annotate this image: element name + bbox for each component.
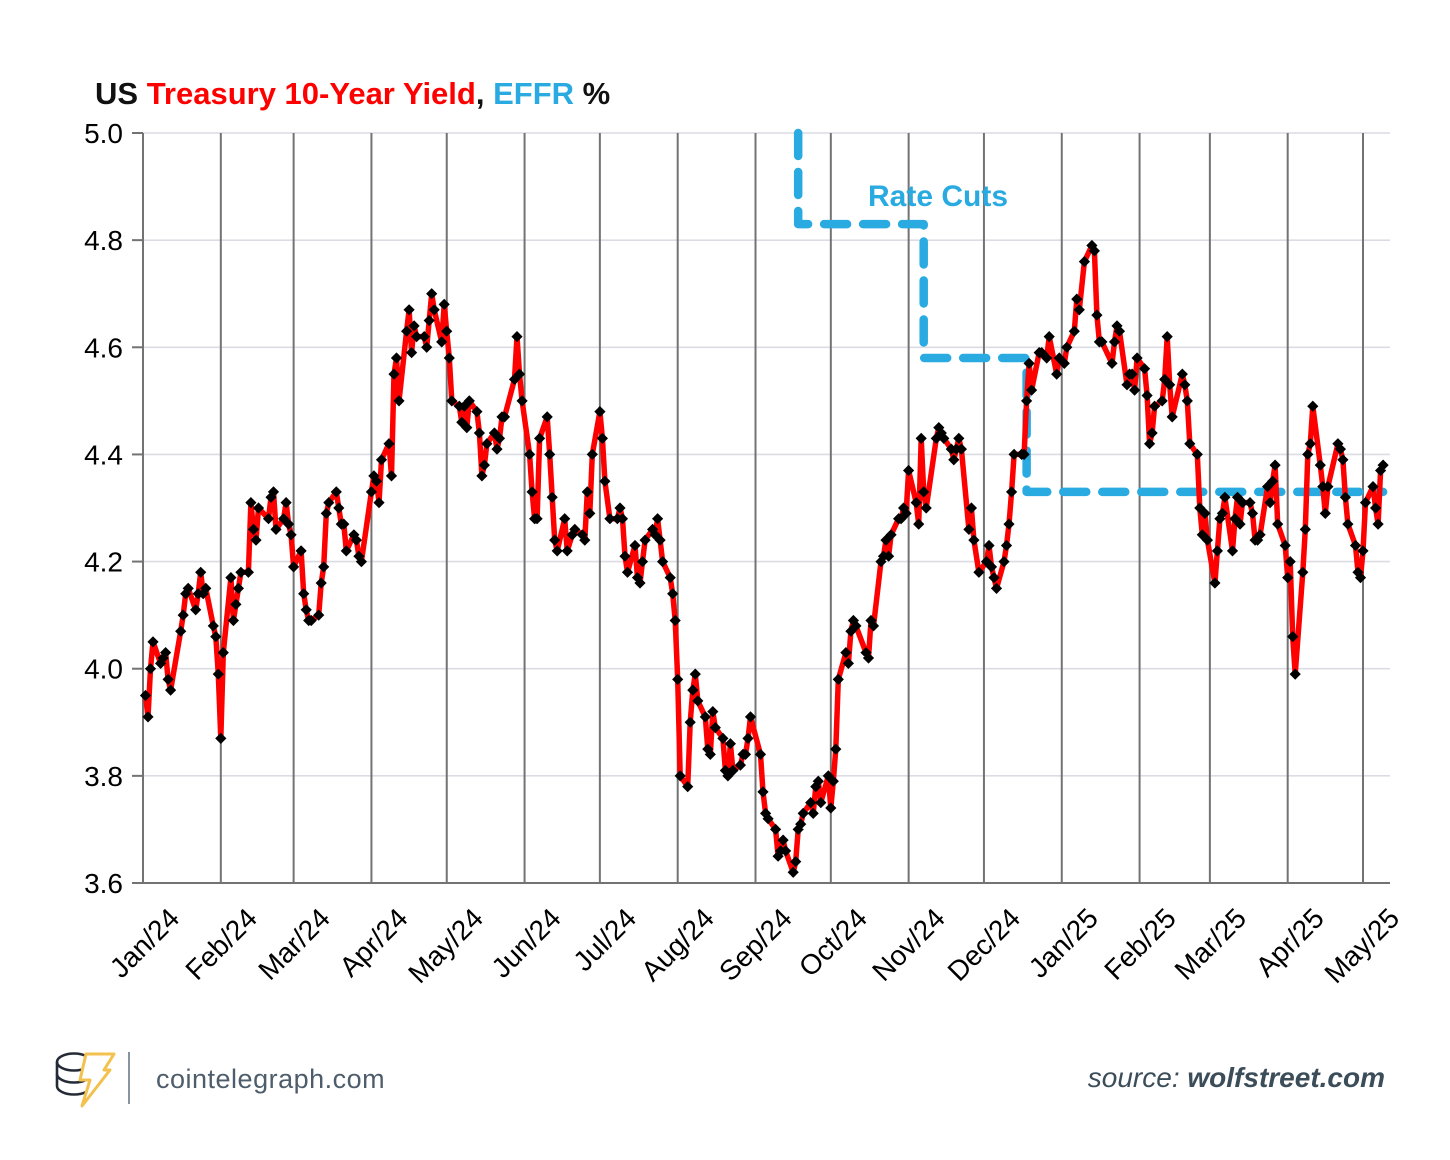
- x-tick-label: Dec/24: [942, 902, 1027, 987]
- source-credit: source: wolfstreet.com: [1088, 1062, 1385, 1094]
- y-tick-label: 5.0: [84, 118, 123, 149]
- x-tick-label: Mar/24: [252, 902, 336, 986]
- x-tick-label: Mar/25: [1169, 902, 1253, 986]
- x-tick-label: Aug/24: [635, 902, 720, 987]
- title-part-effr: EFFR: [493, 76, 575, 111]
- x-tick-label: May/24: [402, 902, 489, 989]
- footer: cointelegraph.com source: wolfstreet.com: [0, 1042, 1450, 1122]
- axes: [132, 132, 1390, 884]
- coin-stack-lightning-icon: [55, 1052, 116, 1108]
- x-tick-label: Apr/25: [1250, 902, 1330, 982]
- y-tick-label: 3.8: [84, 761, 123, 792]
- footer-site-text: cointelegraph.com: [156, 1064, 386, 1094]
- rate-cuts-annotation: Rate Cuts: [868, 180, 1008, 213]
- line-chart-plot: 5.04.84.64.44.24.03.83.6Jan/24Feb/24Mar/…: [84, 118, 1405, 989]
- x-tick-label: Sep/24: [713, 902, 798, 987]
- footer-divider: [128, 1052, 130, 1104]
- cointelegraph-logo: [52, 1048, 120, 1115]
- y-tick-label: 4.6: [84, 332, 123, 363]
- y-tick-label: 4.4: [84, 439, 123, 470]
- x-tick-label: May/25: [1318, 902, 1405, 989]
- y-tick-label: 3.6: [84, 868, 123, 899]
- x-tick-label: Nov/24: [866, 902, 951, 987]
- x-tick-label: Apr/24: [333, 902, 413, 982]
- treasury-yield-markers: [139, 239, 1389, 878]
- title-part-us: US: [95, 76, 147, 111]
- y-tick-label: 4.8: [84, 225, 123, 256]
- source-prefix: source:: [1087, 1062, 1188, 1093]
- x-tick-label: Jan/25: [1023, 902, 1104, 983]
- source-name: wolfstreet.com: [1187, 1062, 1385, 1093]
- x-tick-label: Feb/24: [180, 902, 264, 986]
- chart-title: US Treasury 10-Year Yield, EFFR %: [95, 76, 610, 112]
- x-tick-label: Oct/24: [793, 902, 873, 982]
- x-tick-label: Jul/24: [567, 902, 642, 977]
- y-tick-label: 4.0: [84, 654, 123, 685]
- title-part-comma: ,: [475, 76, 494, 111]
- y-axis-labels: 5.0 4.8 4.6 4.4 4.2 4.0 3.8 3.6: [84, 118, 123, 899]
- treasury-yield-line: [142, 242, 1386, 876]
- title-part-percent: %: [574, 76, 611, 111]
- x-tick-label: Feb/25: [1098, 902, 1182, 986]
- horizontal-gridlines: [143, 132, 1390, 777]
- effr-step-line: [793, 128, 1388, 497]
- x-tick-label: Jun/24: [485, 902, 566, 983]
- x-tick-label: Jan/24: [104, 902, 185, 983]
- title-part-treasury: Treasury 10-Year Yield: [146, 76, 476, 111]
- y-tick-label: 4.2: [84, 547, 123, 578]
